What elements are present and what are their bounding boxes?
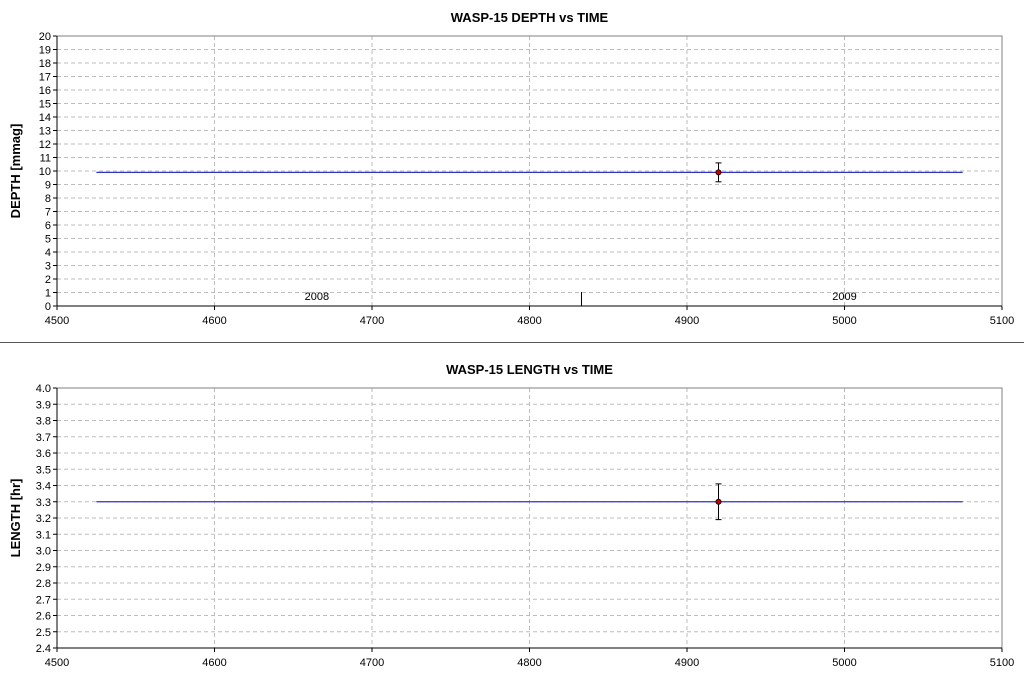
data-point [715,498,722,505]
y-tick-label: 18 [39,58,51,70]
y-tick-label: 20 [39,31,51,43]
y-tick-label: 2.8 [36,578,51,590]
y-axis-label: LENGTH [hr] [8,479,23,558]
y-tick-label: 3 [45,261,51,273]
x-tick-label: 4800 [517,657,541,669]
y-tick-label: 3.5 [36,464,51,476]
y-tick-label: 4.0 [36,383,51,395]
x-tick-label: 5100 [990,315,1014,327]
y-tick-label: 10 [39,166,51,178]
length-chart-panel: WASP-15 LENGTH vs TIME LENGTH [hr] 2.4 2.5 2… [0,343,1024,683]
y-tick-label: 3.1 [36,529,51,541]
chart-title: WASP-15 DEPTH vs TIME [451,10,609,25]
length-chart: WASP-15 LENGTH vs TIME LENGTH [hr] 2.4 2.5 2… [8,362,1014,669]
y-tick-label: 15 [39,99,51,111]
y-tick-label: 17 [39,72,51,84]
y-tick-label: 6 [45,220,51,232]
y-tick-label: 9 [45,180,51,192]
y-tick-label: 5 [45,234,51,246]
y-tick-label: 3.2 [36,513,51,525]
y-tick-label: 3.0 [36,546,51,558]
y-tick-label: 12 [39,139,51,151]
y-tick-label: 4 [45,247,51,259]
y-tick-label: 0 [45,301,51,313]
y-axis-label: DEPTH [mmag] [8,124,23,219]
y-tick-label: 2.7 [36,594,51,606]
x-tick-label: 4900 [675,315,699,327]
y-tick-label: 3.7 [36,432,51,444]
x-tick-label: 5000 [832,315,856,327]
year-annotation: 2009 [832,291,856,303]
y-tick-label: 3.9 [36,399,51,411]
y-tick-label: 13 [39,126,51,138]
x-tick-label: 4500 [45,657,69,669]
x-tick-label: 5100 [990,657,1014,669]
x-tick-label: 5000 [832,657,856,669]
x-tick-label: 4700 [360,657,384,669]
x-tick-label: 4900 [675,657,699,669]
y-tick-label: 7 [45,207,51,219]
x-tick-label: 4600 [202,657,226,669]
chart-title: WASP-15 LENGTH vs TIME [446,362,613,377]
x-tick-label: 4800 [517,315,541,327]
data-point [715,169,722,176]
y-tick-label: 3.8 [36,416,51,428]
y-tick-label: 2.6 [36,611,51,623]
x-tick-label: 4700 [360,315,384,327]
y-tick-label: 2 [45,274,51,286]
y-tick-label: 8 [45,193,51,205]
year-annotation: 2008 [305,291,329,303]
y-tick-label: 1 [45,288,51,300]
y-tick-label: 16 [39,85,51,97]
y-tick-label: 14 [39,112,51,124]
y-tick-label: 3.4 [36,481,51,493]
x-tick-label: 4500 [45,315,69,327]
y-tick-label: 2.9 [36,562,51,574]
y-tick-label: 19 [39,45,51,57]
y-tick-label: 3.6 [36,448,51,460]
y-tick-label: 11 [40,153,51,165]
y-tick-label: 3.3 [36,497,51,509]
y-tick-label: 2.4 [36,643,51,655]
y-tick-label: 2.5 [36,627,51,639]
x-tick-label: 4600 [202,315,226,327]
chart-divider [0,342,1024,343]
depth-chart-panel: WASP-15 DEPTH vs TIME DEPTH [mmag] 0 1 2 3 4 5 6… [8,10,1014,327]
